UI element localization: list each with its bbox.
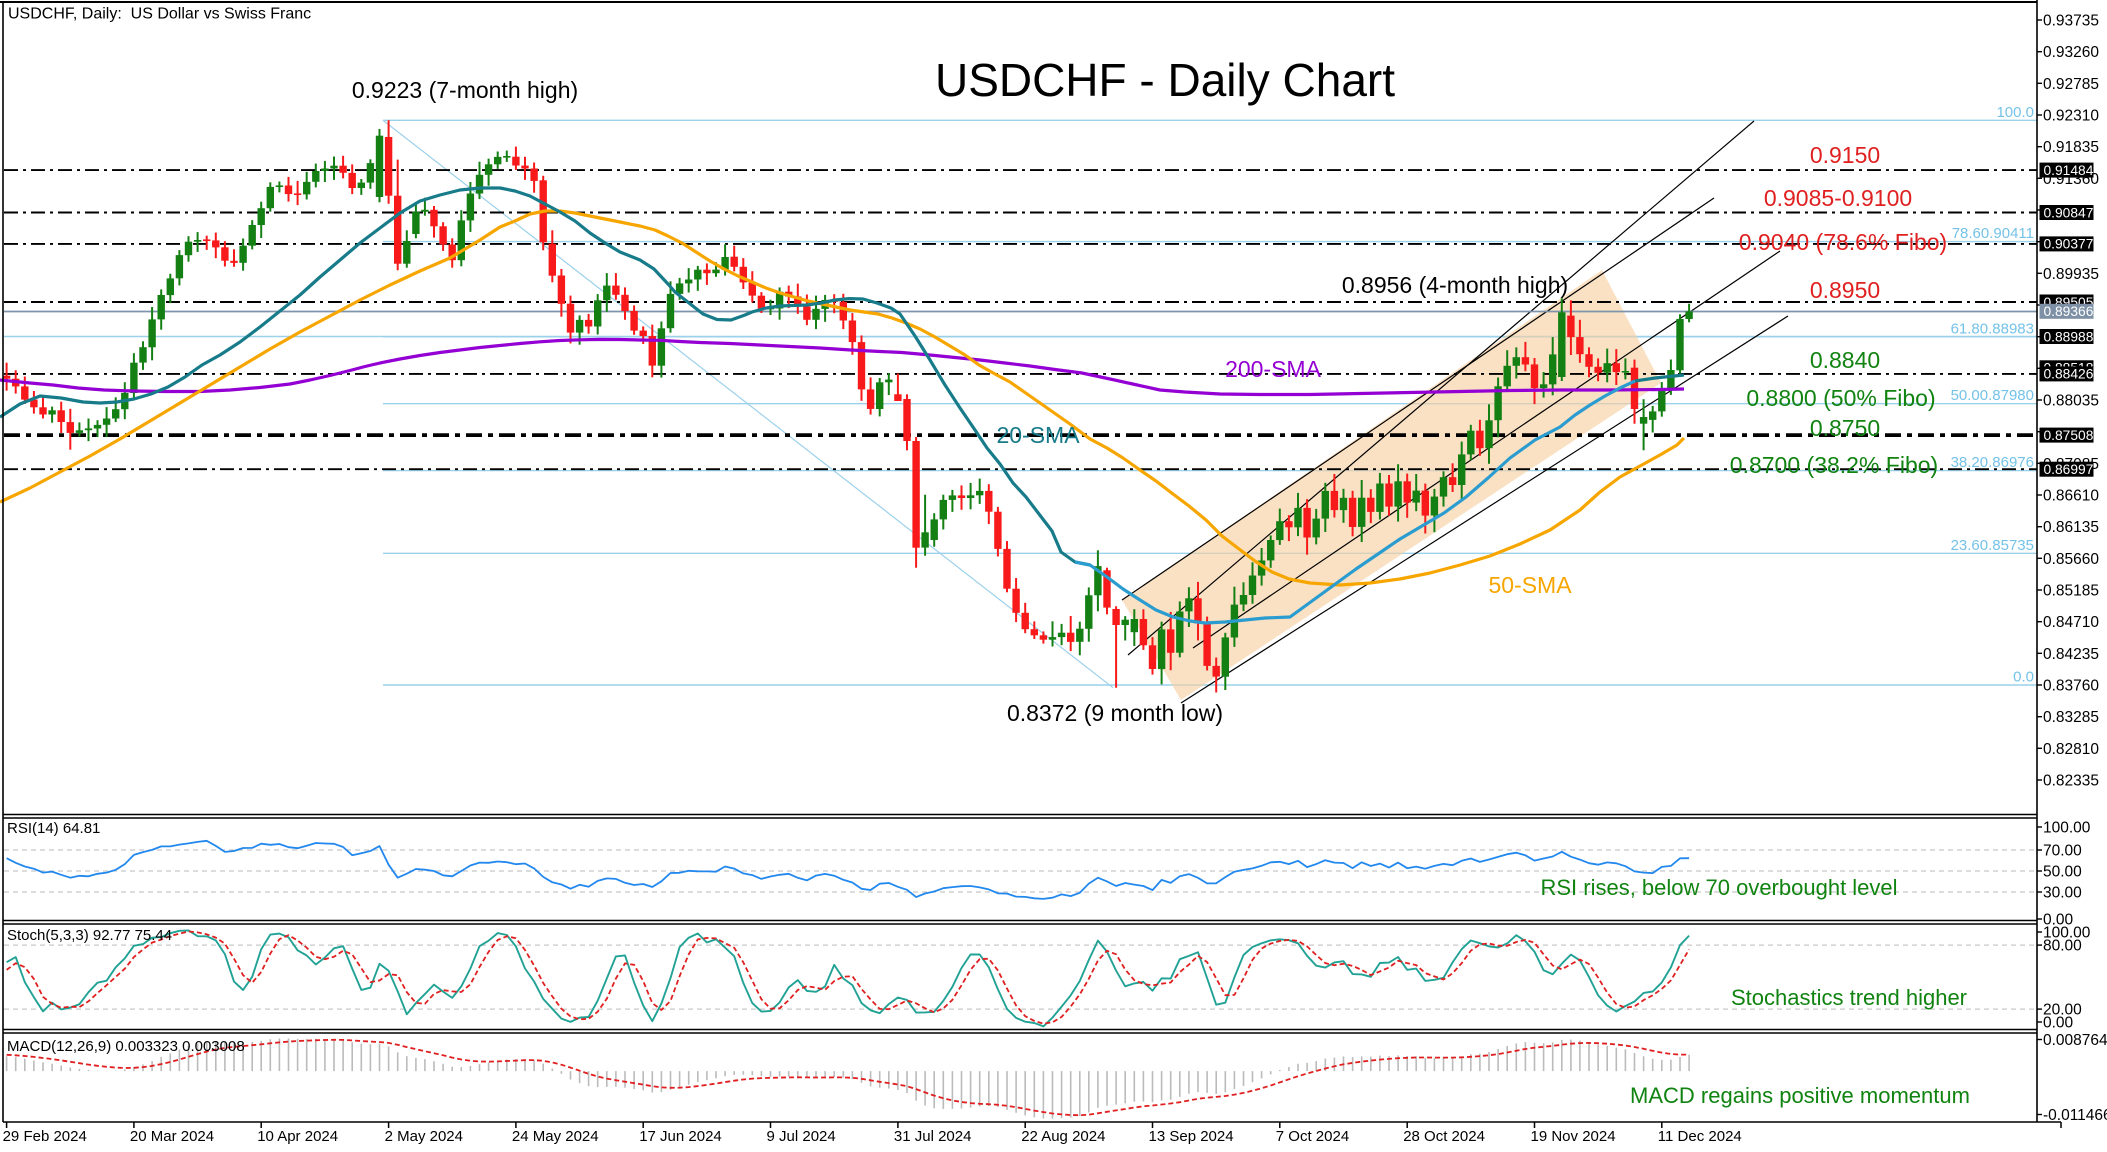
- svg-text:0.8750: 0.8750: [1810, 415, 1880, 441]
- svg-text:USDCHF, Daily: US Dollar vs S: USDCHF, Daily: US Dollar vs Swiss Franc: [8, 6, 311, 23]
- svg-text:0.83285: 0.83285: [2043, 709, 2099, 726]
- svg-text:100.00: 100.00: [2043, 925, 2091, 942]
- svg-text:0.93260: 0.93260: [2043, 44, 2099, 61]
- svg-text:0.85185: 0.85185: [2043, 583, 2099, 600]
- svg-text:0.008764: 0.008764: [2043, 1032, 2107, 1049]
- svg-text:30.00: 30.00: [2043, 885, 2082, 902]
- svg-text:20 Mar 2024: 20 Mar 2024: [130, 1128, 214, 1145]
- svg-text:13 Sep 2024: 13 Sep 2024: [1149, 1128, 1234, 1145]
- svg-text:50.00.87980: 50.00.87980: [1951, 387, 2034, 404]
- svg-text:24 May 2024: 24 May 2024: [512, 1128, 599, 1145]
- svg-text:0.82335: 0.82335: [2043, 773, 2099, 790]
- svg-text:0.84235: 0.84235: [2043, 646, 2099, 663]
- svg-text:80.00: 80.00: [2043, 938, 2082, 955]
- svg-text:0.8840: 0.8840: [1810, 347, 1880, 373]
- svg-text:20-SMA: 20-SMA: [996, 422, 1080, 448]
- svg-text:50-SMA: 50-SMA: [1488, 572, 1572, 598]
- svg-text:0.92785: 0.92785: [2043, 76, 2099, 93]
- svg-text:RSI rises, below 70 overbought: RSI rises, below 70 overbought level: [1540, 875, 1897, 900]
- svg-text:0.82810: 0.82810: [2043, 741, 2099, 758]
- svg-text:7 Oct 2024: 7 Oct 2024: [1276, 1128, 1349, 1145]
- svg-text:0.86135: 0.86135: [2043, 519, 2099, 536]
- svg-text:11 Dec 2024: 11 Dec 2024: [1658, 1128, 1742, 1145]
- svg-text:10 Apr 2024: 10 Apr 2024: [257, 1128, 338, 1145]
- svg-text:38.20.86976: 38.20.86976: [1951, 454, 2034, 471]
- svg-text:0.92310: 0.92310: [2043, 108, 2099, 125]
- svg-text:29 Feb 2024: 29 Feb 2024: [3, 1128, 87, 1145]
- svg-text:78.60.90411: 78.60.90411: [1952, 225, 2034, 242]
- svg-text:0.8700 (38.2% Fibo): 0.8700 (38.2% Fibo): [1730, 452, 1938, 478]
- svg-text:0.90847: 0.90847: [2044, 205, 2094, 220]
- svg-text:0.83760: 0.83760: [2043, 678, 2099, 695]
- svg-text:0.91484: 0.91484: [2044, 163, 2094, 178]
- svg-text:MACD regains positive momentum: MACD regains positive momentum: [1630, 1083, 1970, 1108]
- svg-text:0.8372 (9 month low): 0.8372 (9 month low): [1007, 700, 1223, 726]
- svg-text:200-SMA: 200-SMA: [1225, 356, 1322, 382]
- svg-text:0.9150: 0.9150: [1810, 142, 1880, 168]
- svg-text:0.88035: 0.88035: [2043, 393, 2099, 410]
- svg-text:70.00: 70.00: [2043, 843, 2082, 860]
- svg-text:9 Jul 2024: 9 Jul 2024: [767, 1128, 836, 1145]
- svg-text:20.00: 20.00: [2043, 1002, 2082, 1019]
- svg-text:17 Jun 2024: 17 Jun 2024: [639, 1128, 722, 1145]
- svg-text:100.0: 100.0: [1996, 104, 2034, 121]
- svg-text:Stoch(5,3,3) 92.77 75.44: Stoch(5,3,3) 92.77 75.44: [7, 927, 172, 944]
- svg-text:Stochastics trend higher: Stochastics trend higher: [1731, 985, 1967, 1010]
- svg-text:-0.011466: -0.011466: [2043, 1107, 2107, 1124]
- svg-text:0.90377: 0.90377: [2044, 237, 2094, 252]
- svg-text:100.00: 100.00: [2043, 820, 2091, 837]
- svg-text:50.00: 50.00: [2043, 864, 2082, 881]
- svg-text:28 Oct 2024: 28 Oct 2024: [1403, 1128, 1485, 1145]
- svg-text:RSI(14) 64.81: RSI(14) 64.81: [7, 820, 100, 837]
- svg-text:0.88426: 0.88426: [2044, 367, 2094, 382]
- svg-text:2 May 2024: 2 May 2024: [385, 1128, 463, 1145]
- svg-text:0.00: 0.00: [2043, 912, 2074, 929]
- svg-text:0.86997: 0.86997: [2044, 462, 2094, 477]
- svg-text:0.8950: 0.8950: [1810, 277, 1880, 303]
- svg-text:0.88988: 0.88988: [2044, 329, 2094, 344]
- svg-text:31 Jul 2024: 31 Jul 2024: [894, 1128, 972, 1145]
- svg-text:0.87508: 0.87508: [2044, 428, 2094, 443]
- svg-text:0.93735: 0.93735: [2043, 13, 2099, 30]
- svg-text:0.86610: 0.86610: [2043, 488, 2099, 505]
- svg-text:USDCHF - Daily Chart: USDCHF - Daily Chart: [935, 54, 1395, 106]
- svg-text:0.9040 (78.6% Fibo): 0.9040 (78.6% Fibo): [1739, 229, 1947, 255]
- svg-text:22 Aug 2024: 22 Aug 2024: [1021, 1128, 1105, 1145]
- svg-text:MACD(12,26,9) 0.003323 0.00300: MACD(12,26,9) 0.003323 0.003008: [7, 1038, 245, 1055]
- svg-text:0.8956 (4-month high): 0.8956 (4-month high): [1342, 272, 1568, 298]
- svg-text:0.85660: 0.85660: [2043, 551, 2099, 568]
- svg-text:0.0: 0.0: [2013, 669, 2034, 686]
- svg-text:0.8800 (50% Fibo): 0.8800 (50% Fibo): [1746, 385, 1935, 411]
- svg-text:0.9223 (7-month high): 0.9223 (7-month high): [352, 77, 578, 103]
- svg-text:61.80.88983: 61.80.88983: [1951, 320, 2034, 337]
- svg-text:0.91835: 0.91835: [2043, 139, 2099, 156]
- svg-text:23.60.85735: 23.60.85735: [1951, 537, 2034, 554]
- svg-text:0.00: 0.00: [2043, 1015, 2074, 1032]
- svg-text:19 Nov 2024: 19 Nov 2024: [1531, 1128, 1616, 1145]
- svg-text:0.9085-0.9100: 0.9085-0.9100: [1764, 185, 1912, 211]
- svg-text:0.89935: 0.89935: [2043, 266, 2099, 283]
- svg-text:0.84710: 0.84710: [2043, 614, 2099, 631]
- svg-text:0.89366: 0.89366: [2044, 304, 2094, 319]
